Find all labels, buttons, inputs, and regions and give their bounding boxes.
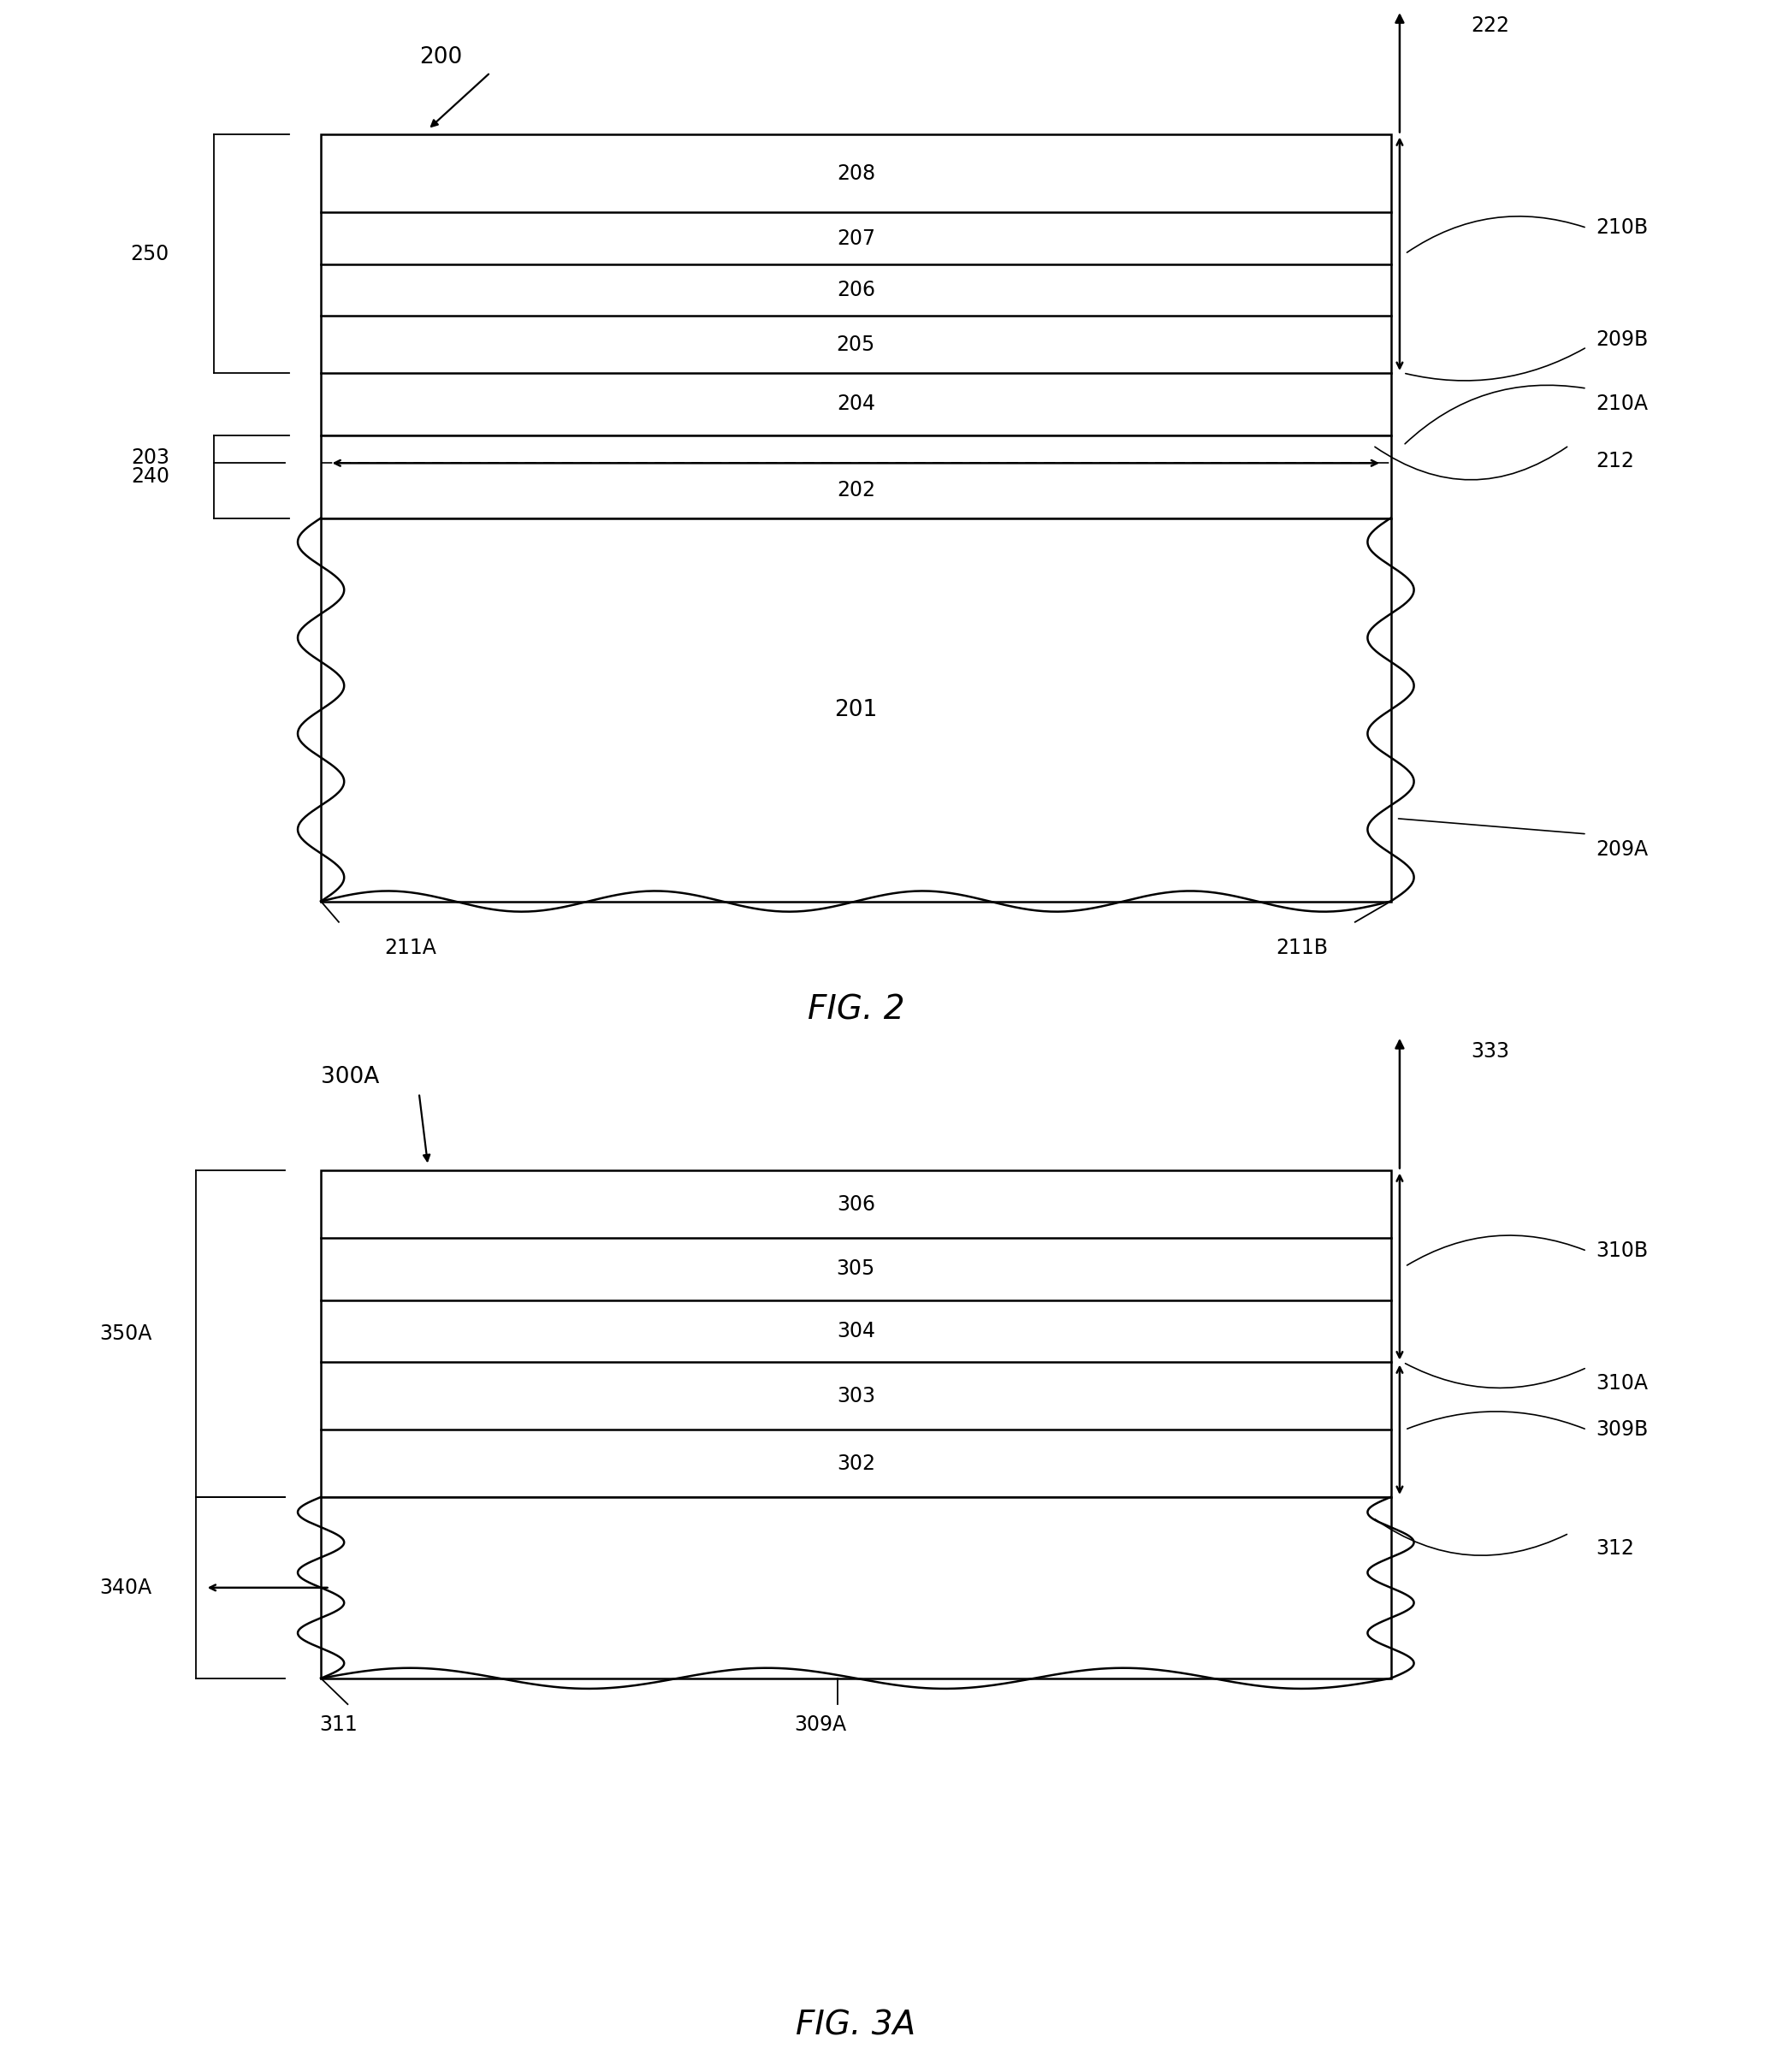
Bar — [321, 135, 1391, 435]
Text: 333: 333 — [1471, 1042, 1510, 1061]
Text: 207: 207 — [836, 228, 875, 249]
Bar — [321, 435, 1391, 518]
Text: 211B: 211B — [1275, 937, 1328, 957]
Text: 300A: 300A — [321, 1067, 380, 1088]
Text: 209B: 209B — [1596, 329, 1647, 350]
Text: 309B: 309B — [1596, 1419, 1647, 1440]
Text: 311: 311 — [319, 1716, 358, 1734]
Text: FIG. 3A: FIG. 3A — [795, 2010, 916, 2041]
Text: 201: 201 — [834, 698, 877, 721]
Bar — [321, 518, 1391, 901]
Text: 212: 212 — [1596, 452, 1635, 470]
Text: FIG. 2: FIG. 2 — [808, 995, 904, 1026]
Text: 340A: 340A — [100, 1577, 152, 1598]
Text: 312: 312 — [1596, 1537, 1635, 1558]
Text: 250: 250 — [130, 244, 169, 263]
Text: 211A: 211A — [383, 937, 437, 957]
Bar — [321, 1496, 1391, 1678]
Text: 204: 204 — [836, 394, 875, 414]
Text: 208: 208 — [836, 164, 875, 184]
Text: 306: 306 — [836, 1193, 875, 1214]
Text: 309A: 309A — [793, 1716, 847, 1734]
Text: 305: 305 — [836, 1260, 875, 1278]
Text: 210B: 210B — [1596, 218, 1647, 238]
Text: 302: 302 — [836, 1452, 875, 1473]
Text: 310B: 310B — [1596, 1241, 1647, 1262]
Text: 200: 200 — [419, 46, 462, 68]
Text: 303: 303 — [836, 1386, 875, 1407]
Text: 202: 202 — [836, 481, 875, 501]
Text: 350A: 350A — [100, 1324, 152, 1345]
Text: 206: 206 — [836, 280, 875, 300]
Bar — [321, 1171, 1391, 1496]
Text: 304: 304 — [836, 1322, 875, 1341]
Text: 310A: 310A — [1596, 1372, 1647, 1392]
Text: 240: 240 — [130, 466, 169, 487]
Text: 203: 203 — [130, 448, 169, 468]
Text: 210A: 210A — [1596, 394, 1647, 414]
Text: 222: 222 — [1471, 17, 1510, 35]
Text: 209A: 209A — [1596, 839, 1647, 860]
Text: 205: 205 — [836, 334, 875, 354]
